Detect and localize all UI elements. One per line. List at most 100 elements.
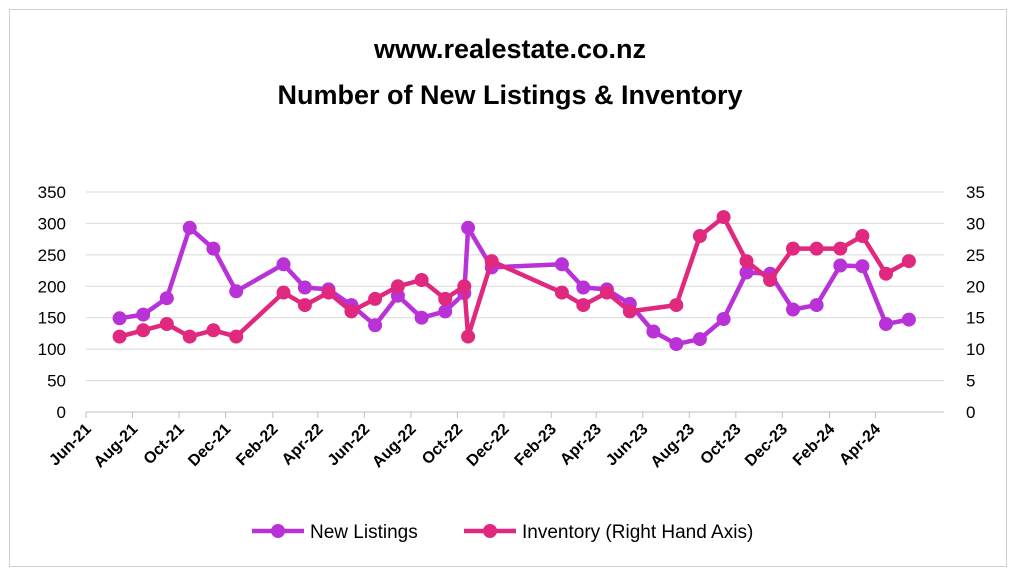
inventory-point: [809, 241, 824, 256]
new-listings-point: [576, 280, 591, 295]
y-left-tick-label: 250: [38, 246, 66, 265]
y-right-tick-label: 15: [966, 309, 985, 328]
x-tick-label: Aug-21: [91, 421, 141, 471]
y-right-tick-label: 10: [966, 340, 985, 359]
new-listings-point: [879, 317, 893, 331]
inventory-point: [438, 291, 453, 306]
inventory-point: [716, 210, 731, 225]
new-listings-point: [669, 337, 684, 352]
inventory-point: [669, 298, 684, 313]
new-listings-point: [461, 220, 476, 235]
inventory-point: [136, 323, 151, 338]
y-left-tick-label: 150: [38, 309, 66, 328]
x-tick-label: Jun-21: [46, 421, 95, 470]
inventory-point: [276, 285, 291, 300]
x-tick-label: Jun-22: [325, 421, 374, 470]
new-listings-point: [786, 302, 800, 317]
inventory-point: [182, 329, 197, 344]
x-tick-label: Feb-24: [790, 421, 839, 470]
inventory-point: [457, 279, 472, 294]
x-tick-label: Oct-22: [419, 421, 466, 468]
inventory-point: [763, 273, 778, 287]
legend-label-new-listings: New Listings: [310, 522, 418, 543]
inventory-point: [599, 285, 614, 300]
new-listings-point: [297, 280, 312, 295]
legend-marker-inventory: [483, 524, 497, 538]
new-listings-point: [716, 312, 731, 326]
y-right-tick-label: 0: [966, 403, 975, 422]
new-listings-point: [554, 257, 569, 272]
x-tick-label: Feb-23: [512, 421, 561, 470]
new-listings-point: [368, 318, 383, 333]
x-tick-label: Dec-22: [464, 421, 513, 470]
inventory-point: [739, 254, 754, 269]
inventory-point: [206, 323, 221, 338]
new-listings-point: [739, 265, 754, 280]
new-listings-point: [809, 298, 824, 313]
y-left-tick-label: 200: [38, 277, 66, 296]
gridlines: [86, 191, 944, 413]
inventory-point: [159, 317, 174, 331]
new-listings-point: [414, 310, 429, 325]
y-right-tick-label: 25: [966, 246, 985, 265]
y-left-tick-label: 0: [57, 403, 66, 422]
inventory-point: [901, 254, 916, 269]
y-left-tick-label: 100: [38, 340, 66, 359]
legend: New Listings Inventory (Right Hand Axis): [252, 522, 753, 543]
y-right-tick-label: 35: [966, 183, 985, 202]
inventory-point: [833, 241, 848, 256]
legend-label-inventory: Inventory (Right Hand Axis): [522, 522, 753, 543]
inventory-line: [119, 214, 910, 339]
inventory-point: [112, 329, 127, 344]
inventory-point: [576, 298, 591, 313]
inventory-point: [484, 254, 499, 269]
chart-frame: [9, 9, 1007, 567]
chart-title: www.realestate.co.nz: [373, 34, 646, 64]
x-tick-label: Apr-23: [557, 421, 605, 469]
inventory-point: [461, 329, 476, 344]
new-listings-point: [276, 257, 291, 272]
inventory-point: [321, 285, 336, 300]
new-listings-point: [229, 284, 244, 299]
inventory-point: [622, 304, 637, 319]
series-layer: [112, 210, 916, 352]
new-listings-point: [692, 332, 707, 347]
y-axis-left: 0 50 100 150 200 250 300 350: [38, 183, 66, 422]
y-left-tick-label: 50: [47, 372, 66, 391]
inventory-point: [390, 279, 405, 294]
x-tick-label: Dec-23: [742, 421, 791, 470]
new-listings-point: [855, 259, 870, 274]
y-left-tick-label: 350: [38, 183, 66, 202]
x-tick-label: Dec-21: [185, 421, 234, 470]
new-listings-point: [901, 312, 916, 327]
inventory-point: [692, 229, 707, 243]
inventory-point: [297, 298, 312, 313]
inventory-point: [368, 291, 383, 306]
inventory-point: [414, 273, 429, 287]
x-tick-label: Oct-23: [697, 421, 744, 468]
legend-marker-new-listings: [271, 524, 285, 538]
x-tick-label: Aug-23: [648, 421, 698, 471]
inventory-point: [879, 266, 893, 281]
x-tick-label: Apr-24: [836, 421, 884, 469]
new-listings-point: [112, 311, 127, 326]
x-tick-label: Aug-22: [369, 421, 419, 471]
new-listings-point: [182, 220, 197, 235]
x-tick-label: Feb-22: [233, 421, 282, 470]
x-tick-label: Oct-21: [141, 421, 188, 468]
inventory-point: [344, 304, 359, 319]
new-listings-point: [833, 258, 848, 273]
x-tick-label: Jun-23: [603, 421, 652, 470]
y-right-tick-label: 30: [966, 214, 985, 233]
y-axis-right: 0 5 10 15 20 25 30 35: [966, 183, 985, 422]
y-right-tick-label: 5: [966, 372, 975, 391]
new-listings-point: [646, 324, 661, 339]
y-right-tick-label: 20: [966, 277, 985, 296]
new-listings-point: [438, 304, 453, 319]
inventory-point: [229, 329, 244, 344]
inventory-point: [786, 241, 800, 256]
x-tick-label: Apr-22: [279, 421, 327, 469]
new-listings-point: [136, 307, 151, 322]
new-listings-point: [159, 291, 174, 306]
